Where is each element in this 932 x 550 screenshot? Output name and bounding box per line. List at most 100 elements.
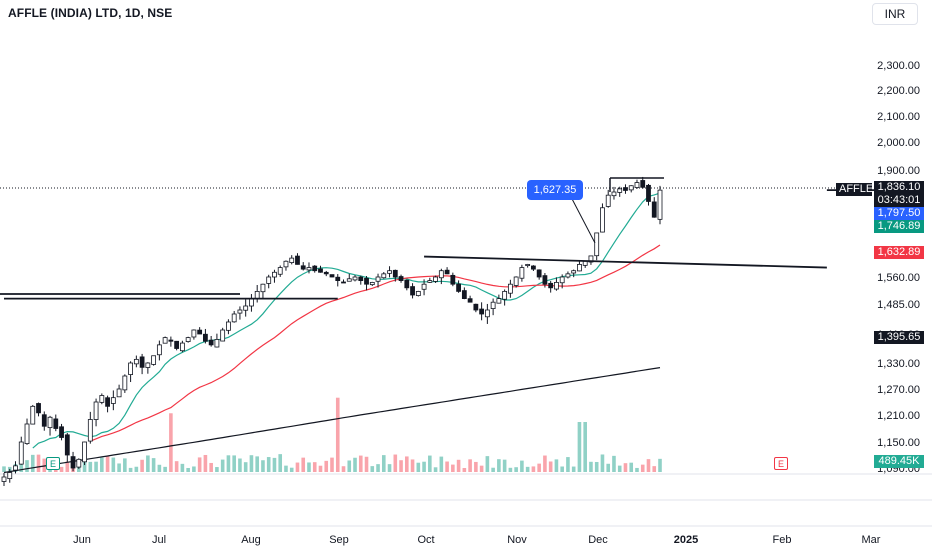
candle xyxy=(525,263,531,268)
candle xyxy=(335,274,341,287)
candle xyxy=(197,327,203,335)
volume-bar xyxy=(508,467,513,472)
candle xyxy=(64,432,70,462)
candle xyxy=(30,404,36,425)
volume-bar xyxy=(623,463,628,472)
volume-bar xyxy=(525,466,530,472)
volume-bar xyxy=(422,461,426,472)
volume-bar xyxy=(307,462,311,472)
candle xyxy=(513,276,519,288)
volume-bar xyxy=(658,458,662,472)
candle xyxy=(312,265,318,273)
volume-bar xyxy=(42,458,47,472)
candle xyxy=(548,281,554,293)
volume-bar xyxy=(520,460,524,472)
volume-bar xyxy=(640,464,645,472)
time-tick-label: Sep xyxy=(329,534,349,546)
candle xyxy=(600,203,605,233)
candle xyxy=(220,327,226,342)
price-tick-label: 1,330.00 xyxy=(877,358,920,370)
candle xyxy=(76,458,82,469)
volume-bar xyxy=(433,467,438,472)
volume-bar xyxy=(543,455,547,472)
candle xyxy=(128,361,133,383)
candle xyxy=(139,353,145,375)
candle xyxy=(329,274,335,278)
candle xyxy=(289,255,295,265)
volume-bar xyxy=(128,467,133,472)
volume-bar xyxy=(261,460,265,472)
candle xyxy=(226,319,231,335)
volume-bar xyxy=(445,461,449,472)
volume-bar xyxy=(416,462,421,472)
volume-bar xyxy=(474,461,478,472)
volume-bar xyxy=(318,465,323,472)
candle xyxy=(191,329,197,340)
volume-bar xyxy=(531,466,536,472)
candle xyxy=(415,290,421,297)
volume-bars xyxy=(2,397,662,472)
volume-bar xyxy=(589,461,593,472)
candle xyxy=(502,289,508,306)
volume-bar xyxy=(410,459,415,472)
candle xyxy=(82,441,87,466)
volume-bar xyxy=(94,461,98,472)
volume-bar xyxy=(157,464,162,472)
candle xyxy=(369,281,375,287)
volume-bar xyxy=(583,422,587,472)
last-price-tag: 1,836.10 xyxy=(874,181,924,194)
volume-bar xyxy=(612,455,616,472)
moving-averages xyxy=(3,192,661,474)
candle xyxy=(87,411,93,444)
candle xyxy=(387,266,392,278)
candle xyxy=(179,340,185,353)
volume-bar xyxy=(25,460,29,472)
volume-bar xyxy=(88,461,93,472)
candle xyxy=(392,269,398,282)
candle xyxy=(254,284,260,303)
candle xyxy=(174,340,180,351)
volume-bar xyxy=(399,460,403,472)
candle xyxy=(559,274,565,289)
volume-bar xyxy=(209,462,213,472)
earnings-marker-icon[interactable]: E xyxy=(46,457,60,470)
volume-bar xyxy=(134,466,139,472)
volume-bar xyxy=(502,459,507,472)
candle xyxy=(168,336,174,347)
candle xyxy=(341,279,346,284)
volume-bar xyxy=(335,397,340,472)
candle xyxy=(375,273,381,288)
price-tick-label: 2,300.00 xyxy=(877,60,920,72)
price-tick-label: 2,200.00 xyxy=(877,85,920,97)
candle xyxy=(640,176,646,189)
earnings-marker-icon[interactable]: E xyxy=(774,457,788,470)
candle xyxy=(594,232,600,261)
price-tick-label: 1,485.00 xyxy=(877,299,920,311)
symbol-tag: AFFLE xyxy=(836,183,873,196)
volume-bar xyxy=(594,461,599,472)
candle xyxy=(260,283,266,299)
volume-bar xyxy=(381,455,386,472)
volume-bar xyxy=(462,467,467,472)
candle xyxy=(657,185,663,225)
volume-bar xyxy=(272,457,277,472)
volume-bar xyxy=(255,456,259,472)
candle xyxy=(318,265,323,273)
candle xyxy=(628,185,634,193)
candle xyxy=(99,393,105,405)
currency-button[interactable]: INR xyxy=(872,3,918,25)
candle xyxy=(237,306,243,320)
candle xyxy=(41,411,47,431)
candle xyxy=(283,260,289,271)
candle xyxy=(519,264,525,282)
candle xyxy=(272,269,277,283)
time-tick-label: Mar xyxy=(862,534,881,546)
volume-bar xyxy=(203,454,208,472)
candle xyxy=(611,186,617,200)
candle xyxy=(427,277,433,283)
volume-bar xyxy=(652,466,657,472)
volume-bar xyxy=(617,465,622,472)
candle xyxy=(479,302,485,321)
volume-bar xyxy=(192,466,196,472)
